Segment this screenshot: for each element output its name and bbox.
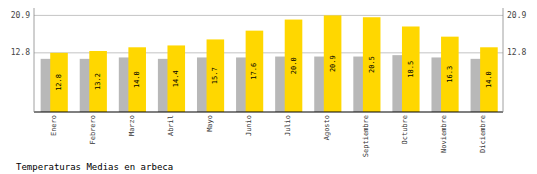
x-tick-label: Junio: [245, 115, 253, 136]
data-label: 20.5: [368, 56, 376, 73]
bars: [41, 15, 498, 112]
x-tick-label: Marzo: [128, 115, 136, 136]
bar: [324, 15, 342, 112]
title: Temperaturas Medias en arbeca: [16, 162, 173, 172]
bar: [119, 57, 130, 112]
grid-line: [34, 15, 503, 16]
x-tick-label: Mayo: [206, 115, 214, 132]
bar: [80, 59, 91, 112]
bar: [402, 26, 420, 112]
x-tick-label: Abril: [167, 115, 175, 136]
data-label: 15.7: [211, 67, 219, 84]
bar: [471, 59, 482, 112]
data-label: 13.2: [94, 73, 102, 90]
bar: [441, 37, 459, 112]
data-label: 14.0: [133, 71, 141, 88]
x-tick-label: Febrero: [89, 115, 97, 145]
x-tick-label: Diciembre: [479, 115, 487, 153]
x-tick-label: Noviembre: [440, 115, 448, 153]
x-tick-label: Enero: [50, 115, 58, 136]
bar: [167, 45, 185, 112]
bar: [275, 57, 286, 112]
bar: [480, 47, 498, 112]
chart: 12.8 13.2 14.0 14.4 15.7 17.6 20.0 20.9 20.5 18.5…: [0, 0, 537, 174]
bar: [431, 57, 442, 112]
y2-axis-line: [503, 8, 504, 112]
data-label: 20.9: [329, 55, 337, 72]
bar: [314, 57, 325, 112]
bar: [41, 59, 52, 112]
x-tick-label: Julio: [284, 115, 292, 136]
bar: [197, 57, 208, 112]
data-label: 14.0: [485, 71, 493, 88]
x-axis-line: [34, 111, 503, 112]
x-tick-label: Octubre: [401, 115, 409, 145]
x-tick-label: Septiembre: [362, 115, 370, 157]
bar: [363, 17, 381, 112]
bar: [128, 47, 146, 112]
bar: [158, 59, 169, 112]
bar: [207, 39, 225, 112]
bar: [50, 53, 68, 112]
bar: [392, 55, 403, 112]
data-label: 16.3: [446, 66, 454, 83]
bar: [353, 57, 364, 112]
y-axis-line: [34, 8, 35, 112]
bar: [285, 20, 303, 112]
y-tick-label: 12.8: [11, 48, 30, 57]
bar: [89, 51, 107, 112]
y2-tick-label: 12.8: [507, 48, 526, 57]
data-label: 12.8: [55, 74, 63, 91]
data-label: 18.5: [407, 61, 415, 78]
y-tick-label: 20.9: [11, 11, 30, 20]
y2-tick-label: 20.9: [507, 11, 526, 20]
bar: [236, 57, 247, 112]
data-label: 14.4: [172, 70, 180, 87]
x-tick-label: Agosto: [323, 115, 331, 140]
data-label: 17.6: [250, 63, 258, 80]
bar: [246, 31, 264, 112]
data-label: 20.0: [290, 57, 298, 74]
